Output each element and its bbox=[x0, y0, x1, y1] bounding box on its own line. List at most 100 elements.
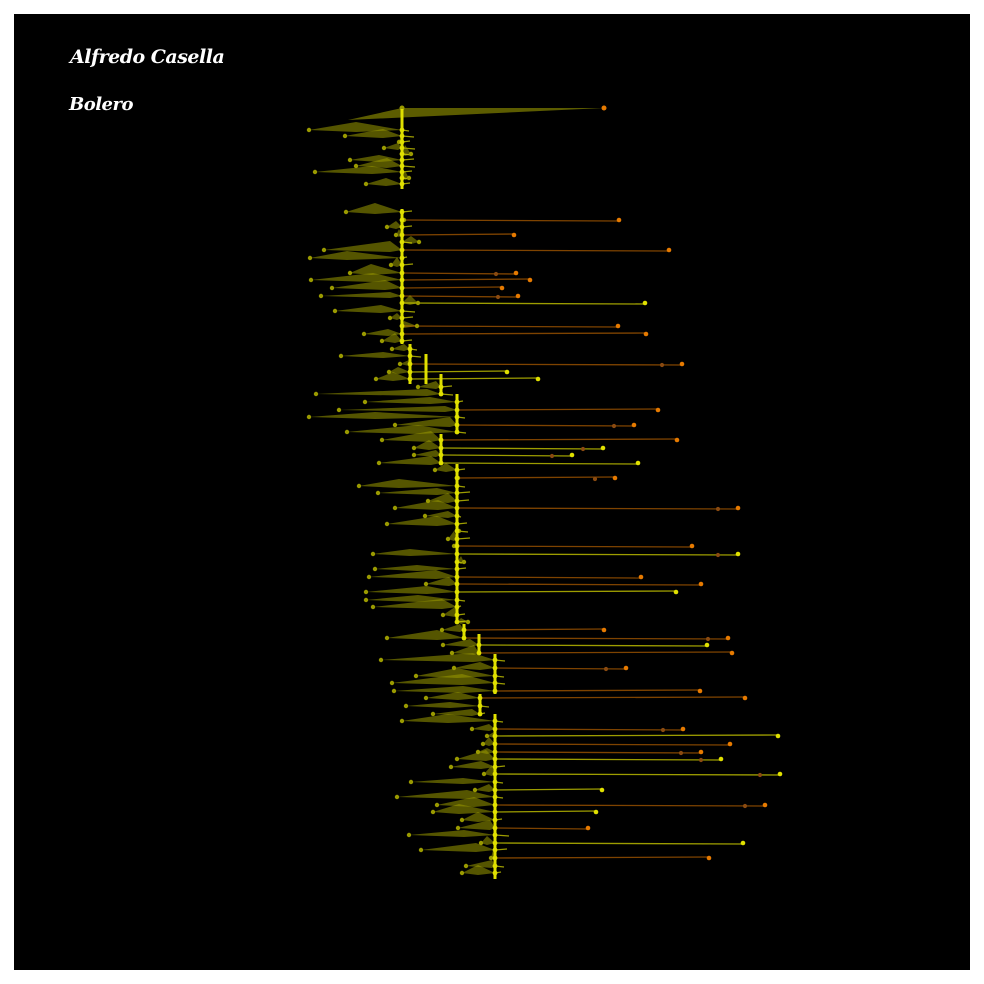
note-line bbox=[494, 743, 731, 746]
note-dot bbox=[515, 293, 521, 299]
note-dot bbox=[392, 422, 398, 428]
fan-shape bbox=[484, 765, 495, 776]
fan-shape bbox=[475, 784, 495, 792]
fan-shape bbox=[309, 122, 402, 132]
note-line bbox=[409, 363, 683, 366]
note-dot bbox=[344, 429, 350, 435]
fan-shape bbox=[324, 241, 402, 252]
note-dot bbox=[673, 589, 679, 595]
fan-shape bbox=[483, 737, 495, 746]
note-line bbox=[494, 804, 766, 807]
note-line bbox=[456, 476, 616, 479]
note-dot bbox=[631, 422, 637, 428]
note-dot bbox=[432, 467, 438, 473]
fan-shape bbox=[382, 431, 441, 442]
note-dot bbox=[698, 757, 704, 763]
fan-shape bbox=[311, 273, 402, 282]
fan-shape bbox=[425, 511, 457, 518]
note-dot bbox=[511, 232, 517, 238]
fan-shape bbox=[384, 143, 402, 150]
note-dot bbox=[740, 840, 746, 846]
note-dot bbox=[499, 285, 505, 291]
note-dot bbox=[416, 239, 422, 245]
note-dot bbox=[660, 727, 666, 733]
note-dot bbox=[455, 825, 461, 831]
fan-shape bbox=[389, 367, 410, 374]
note-line bbox=[440, 462, 639, 465]
note-line bbox=[494, 827, 589, 830]
note-dot bbox=[504, 369, 510, 375]
note-dot bbox=[434, 802, 440, 808]
note-dot bbox=[448, 764, 454, 770]
note-dot bbox=[306, 127, 312, 133]
note-line bbox=[401, 233, 515, 236]
fan-shape bbox=[339, 406, 457, 412]
note-dot bbox=[384, 635, 390, 641]
note-dot bbox=[423, 695, 429, 701]
note-dot bbox=[715, 506, 721, 512]
note-dot bbox=[307, 255, 313, 261]
note-dot bbox=[495, 294, 501, 300]
note-dot bbox=[674, 437, 680, 443]
note-dot bbox=[705, 636, 711, 642]
fan-shape bbox=[321, 292, 402, 298]
note-line bbox=[494, 788, 603, 791]
note-dot bbox=[343, 209, 349, 215]
note-dot bbox=[347, 270, 353, 276]
note-line bbox=[479, 696, 746, 699]
note-dot bbox=[642, 300, 648, 306]
note-dot bbox=[386, 369, 392, 375]
fan-shape bbox=[335, 305, 402, 313]
fan-shape bbox=[462, 865, 495, 875]
note-dot bbox=[469, 726, 475, 732]
note-line bbox=[440, 438, 678, 441]
fan-shape bbox=[309, 412, 457, 419]
note-dot bbox=[480, 741, 486, 747]
note-dot bbox=[387, 315, 393, 321]
note-line bbox=[456, 545, 693, 548]
note-dot bbox=[488, 855, 494, 861]
note-dot bbox=[679, 361, 685, 367]
fan-shape bbox=[457, 750, 495, 761]
note-dot bbox=[423, 581, 429, 587]
note-dot bbox=[569, 452, 575, 458]
note-dot bbox=[361, 331, 367, 337]
note-dot bbox=[777, 771, 783, 777]
fan-shape bbox=[397, 790, 495, 799]
note-dot bbox=[706, 855, 712, 861]
fan-shape bbox=[350, 264, 402, 275]
fan-shape bbox=[359, 479, 457, 488]
note-dot bbox=[463, 863, 469, 869]
note-dot bbox=[372, 566, 378, 572]
note-dot bbox=[363, 181, 369, 187]
note-dot bbox=[725, 635, 731, 641]
note-dot bbox=[611, 423, 617, 429]
note-dot bbox=[356, 483, 362, 489]
note-dot bbox=[718, 756, 724, 762]
note-dot bbox=[406, 832, 412, 838]
fan-shape bbox=[421, 843, 495, 852]
note-dot bbox=[593, 809, 599, 815]
note-dot bbox=[370, 551, 376, 557]
note-line bbox=[494, 751, 702, 754]
note-dot bbox=[615, 323, 621, 329]
note-dot bbox=[342, 133, 348, 139]
fan-shape bbox=[392, 674, 495, 685]
note-dot bbox=[384, 521, 390, 527]
fan-shape bbox=[378, 488, 457, 495]
note-dot bbox=[659, 362, 665, 368]
note-dot bbox=[321, 247, 327, 253]
note-dot bbox=[411, 452, 417, 458]
note-dot bbox=[393, 232, 399, 238]
note-line bbox=[456, 583, 702, 586]
note-dot bbox=[735, 505, 741, 511]
fan-shape bbox=[373, 599, 457, 609]
note-line bbox=[494, 810, 597, 813]
note-dot bbox=[392, 505, 398, 511]
note-dot bbox=[379, 437, 385, 443]
note-dot bbox=[376, 460, 382, 466]
fan-shape bbox=[481, 836, 495, 845]
note-dot bbox=[698, 581, 704, 587]
note-dot bbox=[484, 733, 490, 739]
note-dot bbox=[414, 323, 420, 329]
